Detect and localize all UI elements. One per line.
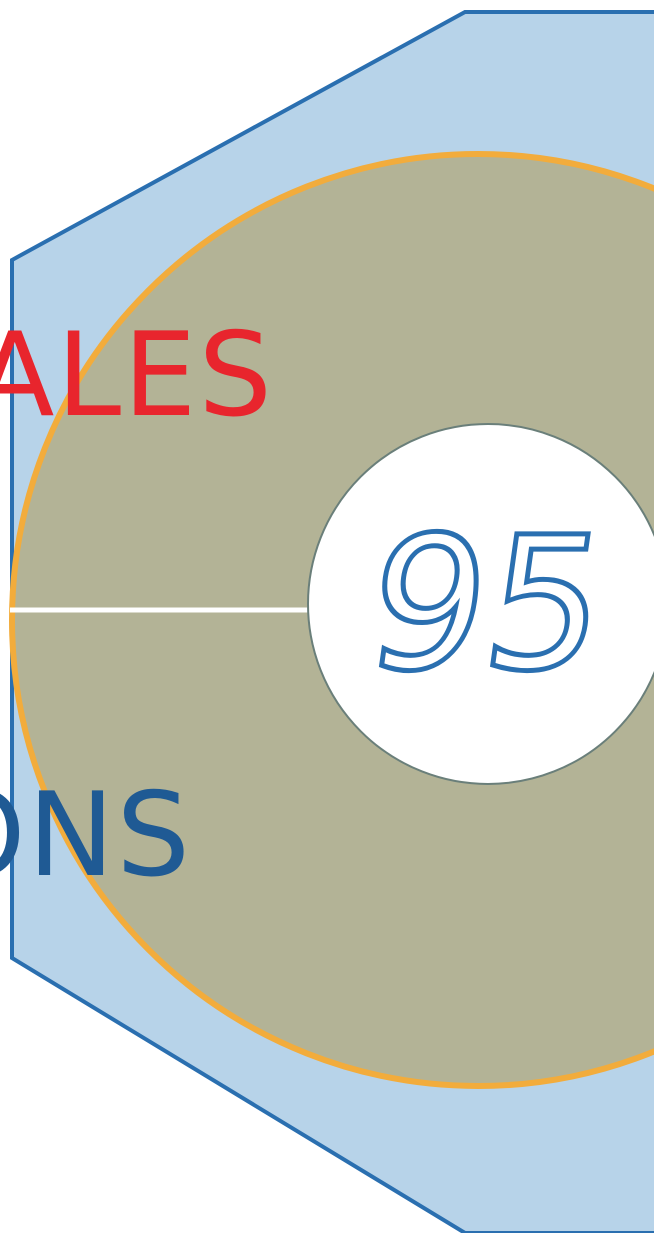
bottom-word: ONS [0,768,192,903]
number-badge [307,423,654,785]
badge-number: 95 [355,497,619,712]
top-word: ALES [0,308,274,443]
